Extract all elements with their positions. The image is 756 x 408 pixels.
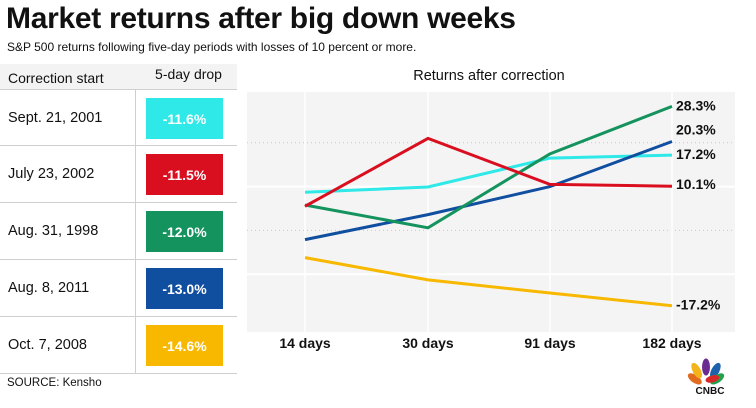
x-tick-label: 30 days	[402, 335, 454, 351]
series-line	[304, 140, 673, 242]
x-tick-label: 14 days	[279, 335, 331, 351]
chart-series	[304, 105, 673, 308]
table-row: Oct. 7, 2008 -14.6%	[0, 317, 237, 374]
series-line	[304, 153, 673, 194]
five-day-drop-header: 5-day drop	[155, 66, 222, 82]
five-day-drop-badge: -13.0%	[146, 268, 223, 309]
table-header: Correction start 5-day drop	[0, 64, 237, 89]
correction-start-date: Sept. 21, 2001	[8, 110, 103, 126]
table-row: Aug. 31, 1998 -12.0%	[0, 203, 237, 260]
correction-start-date: Aug. 31, 1998	[8, 223, 99, 239]
five-day-drop-badge: -11.6%	[146, 98, 223, 139]
x-tick-label: 182 days	[642, 335, 701, 351]
series-end-label: 28.3%	[676, 97, 716, 113]
table-rows: Sept. 21, 2001 -11.6% July 23, 2002 -11.5% A…	[0, 89, 237, 374]
series-line	[304, 256, 673, 308]
x-tick-label: 91 days	[524, 335, 576, 351]
source-note: SOURCE: Kensho	[7, 377, 102, 389]
chart-x-ticks: 14 days 30 days 91 days 182 days	[279, 335, 701, 351]
series-line	[304, 136, 673, 208]
series-end-label: 10.1%	[676, 176, 716, 192]
five-day-drop-badge: -12.0%	[146, 211, 223, 252]
table-row: Sept. 21, 2001 -11.6%	[0, 89, 237, 146]
column-divider	[135, 89, 136, 374]
series-end-label: -17.2%	[676, 297, 721, 313]
correction-start-header: Correction start	[8, 70, 104, 86]
series-end-label: 20.3%	[676, 122, 716, 138]
chart-panel-title: Returns after correction	[413, 68, 565, 84]
cnbc-peacock-logo: CNBC	[687, 358, 725, 396]
five-day-drop-badge: -14.6%	[146, 325, 223, 366]
table-row: Aug. 8, 2011 -13.0%	[0, 260, 237, 317]
correction-start-date: July 23, 2002	[8, 166, 95, 182]
correction-start-date: Aug. 8, 2011	[8, 280, 90, 296]
series-end-label: 17.2%	[676, 146, 716, 162]
correction-start-date: Oct. 7, 2008	[8, 337, 87, 353]
table-row: July 23, 2002 -11.5%	[0, 146, 237, 203]
cnbc-wordmark: CNBC	[696, 386, 725, 396]
peacock-icon	[687, 358, 725, 385]
chart-plot-background	[247, 92, 735, 332]
series-line	[304, 105, 673, 230]
chart-subtitle: S&P 500 returns following five-day perio…	[7, 40, 417, 54]
chart-end-labels: 17.2% 10.1% 28.3% 20.3% -17.2%	[676, 97, 721, 312]
five-day-drop-badge: -11.5%	[146, 154, 223, 195]
chart-title: Market returns after big down weeks	[6, 2, 516, 35]
corrections-table: Correction start 5-day drop Sept. 21, 20…	[0, 64, 237, 374]
